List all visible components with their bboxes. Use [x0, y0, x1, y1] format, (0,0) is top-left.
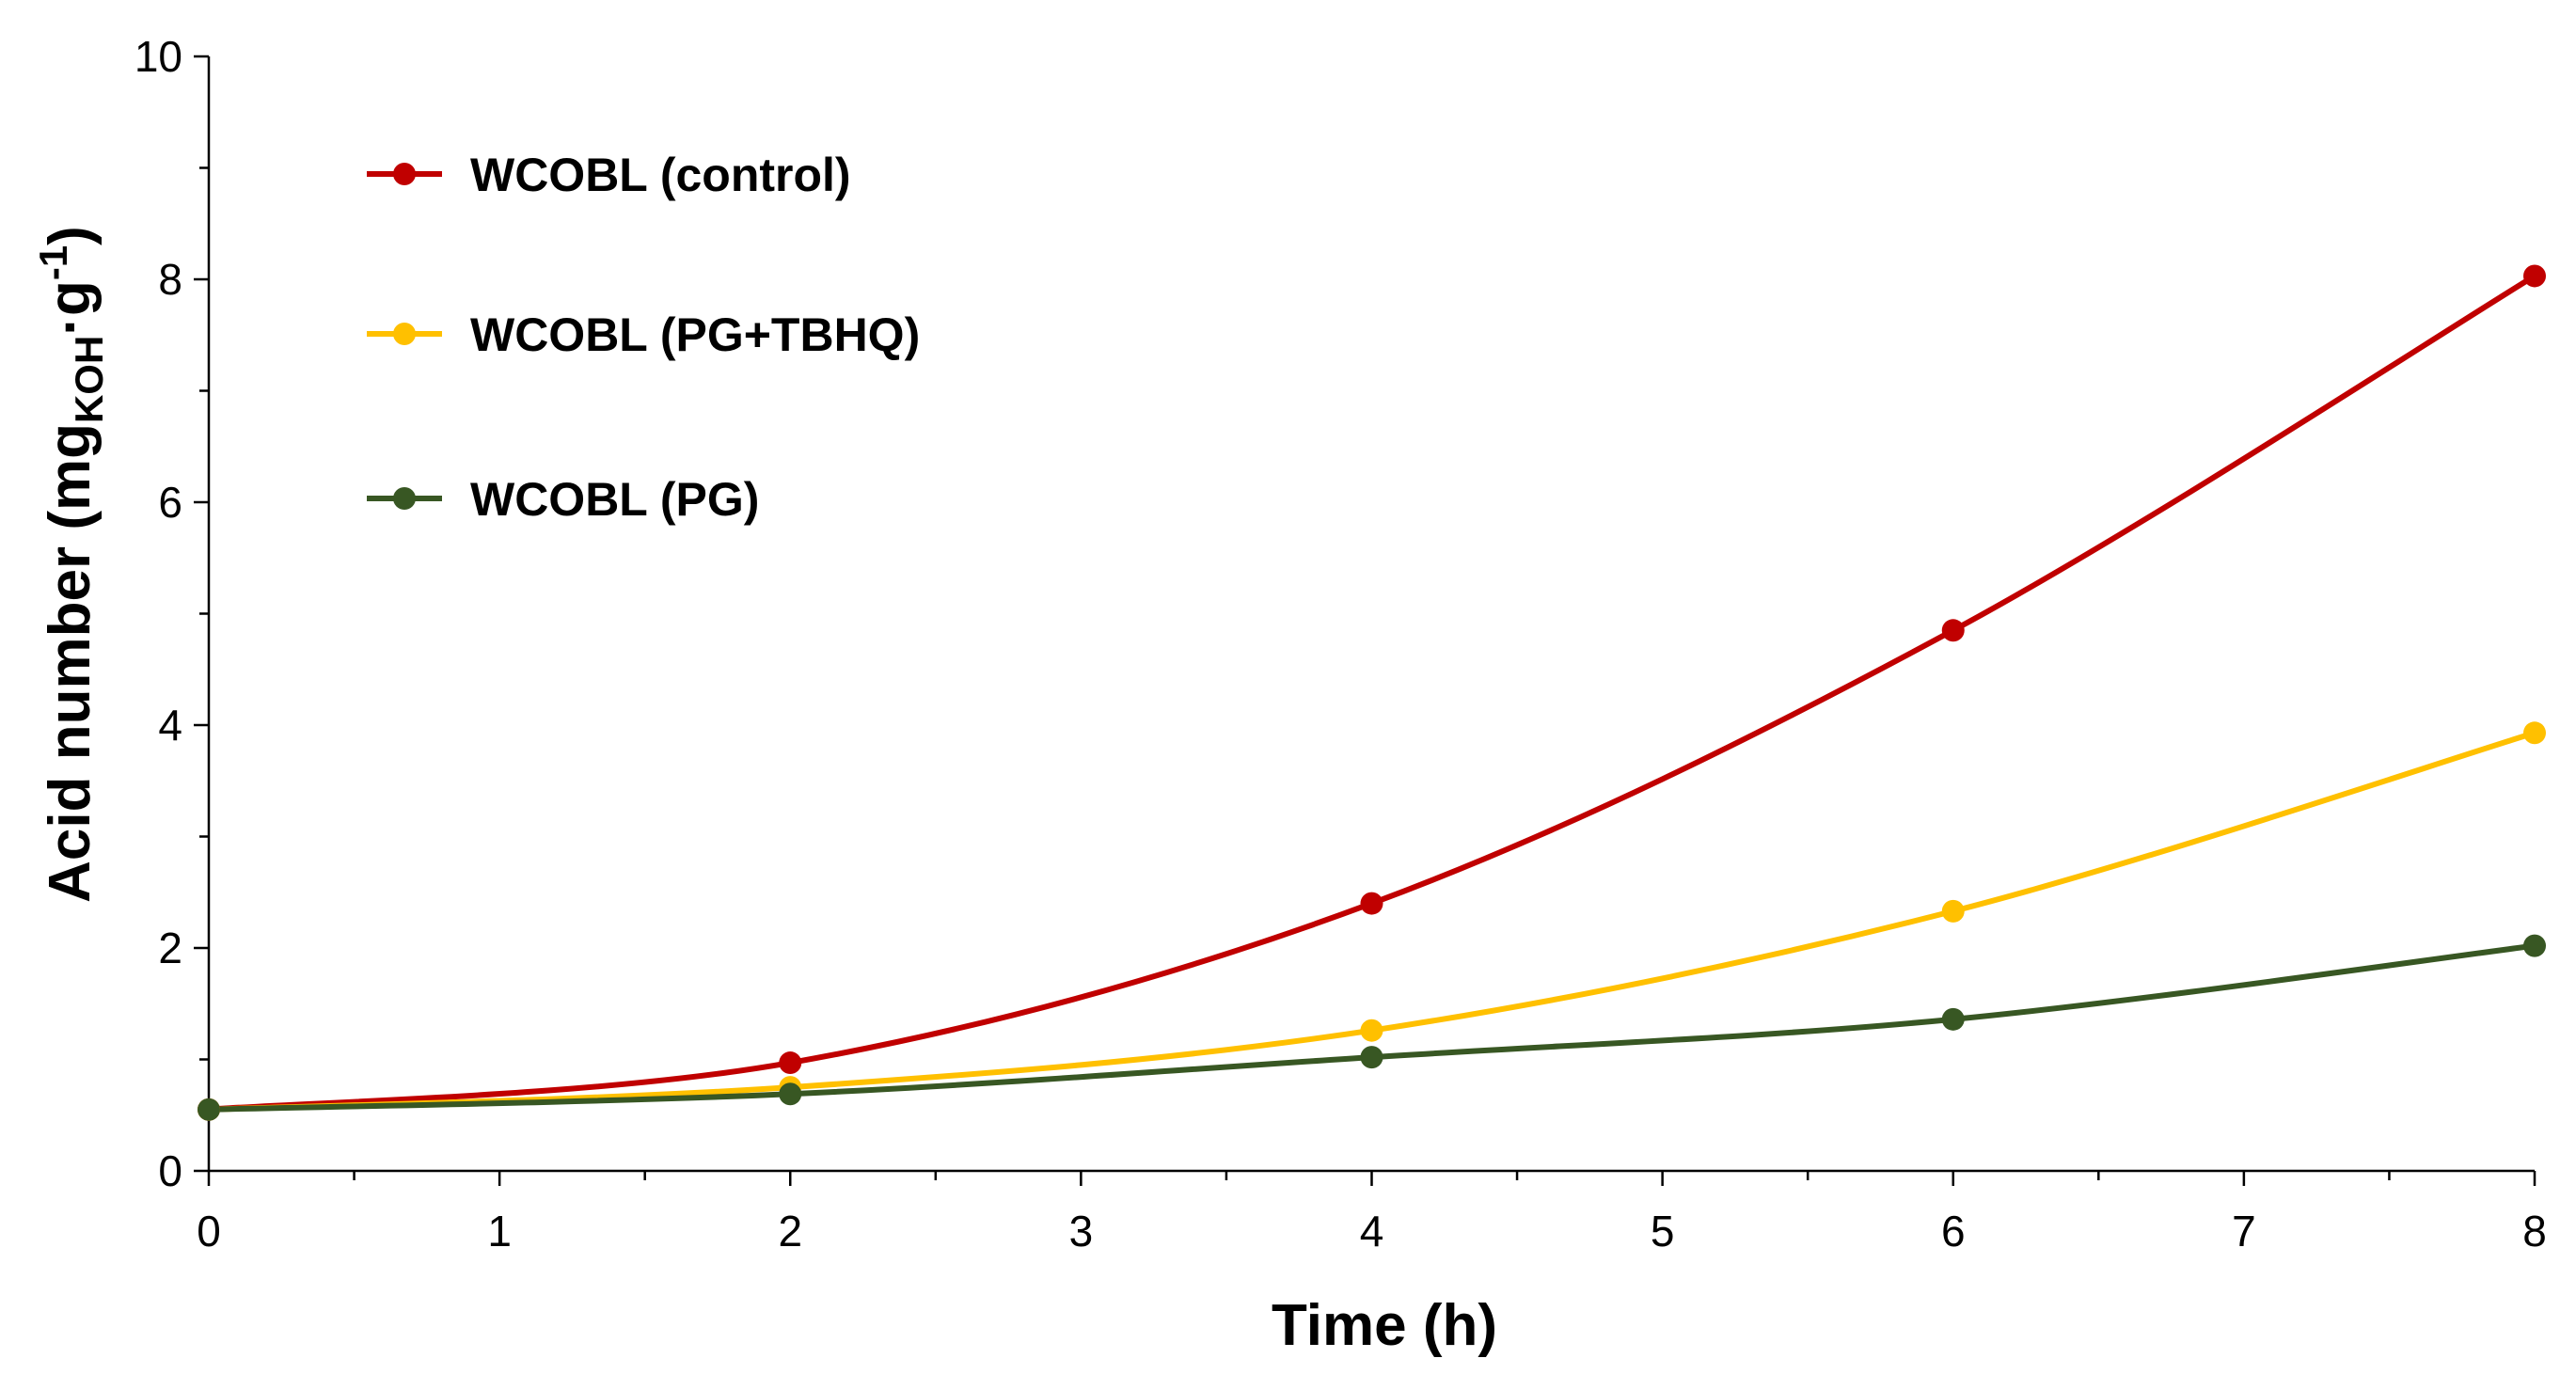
- x-axis-title: Time (h): [1272, 1293, 1497, 1358]
- x-tick-label: 3: [1069, 1207, 1094, 1256]
- legend-swatch-marker: [393, 323, 416, 345]
- data-point-series-1: [1360, 892, 1383, 915]
- legend-swatch-marker: [393, 163, 416, 185]
- data-point-series-2: [1360, 1019, 1383, 1042]
- legend-label: WCOBL (PG): [470, 473, 759, 526]
- y-axis-title-sup: -1: [31, 245, 75, 280]
- y-tick-label: 8: [158, 255, 182, 304]
- axes-group: 0 2 4 6 8 10 0 1 2 3 4 5 6 7 8: [134, 32, 2547, 1256]
- data-point-series-3: [1941, 1007, 1965, 1031]
- data-point-series-3: [779, 1082, 802, 1106]
- y-tick-label: 10: [134, 32, 182, 81]
- y-tick-label: 4: [158, 701, 182, 750]
- y-axis-title-main: Acid number (mg: [38, 423, 103, 903]
- data-point-series-2: [1941, 899, 1965, 923]
- legend-label: WCOBL (control): [470, 149, 851, 201]
- series-lines: [206, 273, 2537, 1113]
- data-point-series-3: [2523, 934, 2546, 957]
- x-tick-label: 8: [2522, 1207, 2547, 1256]
- series-line-1: [206, 273, 2537, 1113]
- series-markers: [198, 264, 2546, 1121]
- data-point-series-2: [2523, 721, 2546, 745]
- y-axis-title: Acid number (mgKOH·g-1): [31, 226, 111, 903]
- x-tick-label: 7: [2232, 1207, 2256, 1256]
- y-tick-label: 2: [158, 924, 182, 972]
- x-tick-label: 4: [1360, 1207, 1384, 1256]
- x-tick-label: 2: [778, 1207, 802, 1256]
- y-tick-label: 0: [158, 1146, 182, 1195]
- legend-label: WCOBL (PG+TBHQ): [470, 308, 920, 361]
- data-point-series-3: [198, 1098, 220, 1121]
- y-tick-label: 6: [158, 478, 182, 527]
- y-axis-title-end: ): [38, 226, 103, 245]
- data-point-series-3: [1360, 1046, 1383, 1069]
- y-axis-title-sub: KOH: [67, 336, 111, 423]
- x-tick-label: 5: [1651, 1207, 1675, 1256]
- legend-swatch-marker: [393, 487, 416, 510]
- x-tick-label: 6: [1941, 1207, 1966, 1256]
- data-point-series-1: [1941, 619, 1965, 642]
- x-tick-label: 0: [197, 1207, 221, 1256]
- data-point-series-1: [779, 1051, 802, 1075]
- data-point-series-1: [2523, 264, 2546, 288]
- x-tick-label: 1: [487, 1207, 512, 1256]
- y-axis-title-mid: ·g: [38, 280, 103, 336]
- legend: WCOBL (control) WCOBL (PG+TBHQ) WCOBL (PG): [367, 149, 920, 526]
